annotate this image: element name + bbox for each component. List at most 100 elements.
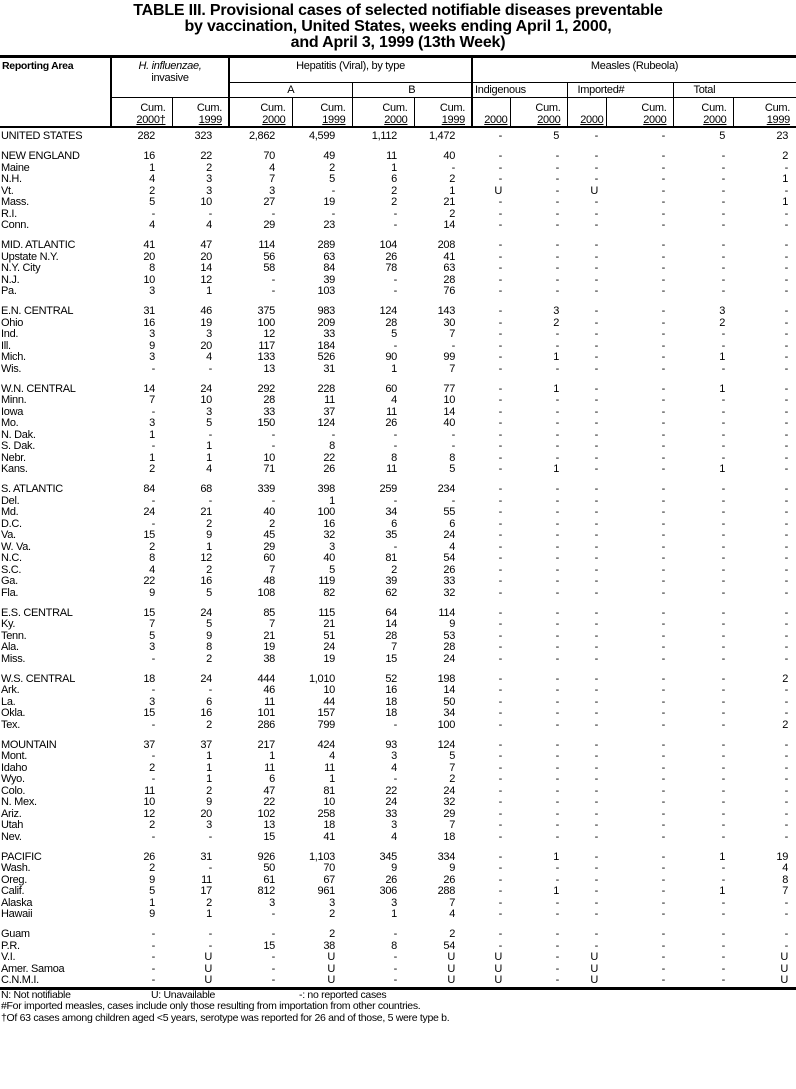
value-cell: - bbox=[721, 239, 726, 251]
value-cell: - bbox=[498, 761, 503, 774]
value-cell: 5 bbox=[149, 885, 155, 897]
value-cell: - bbox=[498, 339, 503, 352]
value-cell: 11 bbox=[144, 784, 155, 797]
value-cell: 323 bbox=[194, 130, 213, 142]
value-cell: - bbox=[208, 830, 213, 843]
value-cell: 21 bbox=[263, 629, 275, 642]
value-cell: 3 bbox=[719, 305, 726, 317]
table-row: Ill. 9 20 117 184 - - - - - - - - bbox=[0, 339, 796, 353]
value-cell: - bbox=[784, 939, 789, 952]
col-total-cum-1999: Cum. 1999 bbox=[732, 97, 796, 127]
value-cell: - bbox=[661, 196, 666, 208]
value-cell: 282 bbox=[137, 130, 156, 142]
reporting-area-cell: MOUNTAIN bbox=[1, 738, 57, 751]
value-cell: 9 bbox=[149, 339, 155, 352]
value-cell: - bbox=[555, 586, 560, 599]
value-cell: 7 bbox=[269, 618, 275, 630]
table-title: TABLE III. Provisional cases of selected… bbox=[0, 0, 796, 55]
value-cell: - bbox=[498, 351, 503, 363]
value-cell: - bbox=[498, 552, 503, 564]
value-cell: - bbox=[555, 606, 560, 619]
value-cell: 70 bbox=[323, 862, 335, 874]
value-cell: - bbox=[661, 606, 666, 619]
value-cell: - bbox=[661, 695, 666, 708]
reporting-area-cell: Miss. bbox=[1, 652, 26, 665]
value-cell: - bbox=[661, 405, 666, 418]
reporting-area-cell: Calif. bbox=[1, 885, 25, 897]
value-cell: - bbox=[784, 362, 789, 375]
value-cell: - bbox=[594, 451, 599, 464]
value-cell: U bbox=[780, 962, 789, 975]
value-cell: 926 bbox=[257, 850, 276, 863]
value-cell: - bbox=[498, 750, 503, 762]
value-cell: - bbox=[498, 239, 503, 251]
value-cell: - bbox=[661, 563, 666, 576]
value-cell: 18 bbox=[443, 830, 456, 843]
value-cell: - bbox=[498, 494, 503, 507]
reporting-area-cell: N.J. bbox=[1, 273, 20, 286]
value-cell: - bbox=[594, 262, 599, 274]
value-cell: 2 bbox=[329, 908, 335, 920]
value-cell: 52 bbox=[385, 672, 397, 685]
value-cell: 1 bbox=[719, 885, 726, 897]
value-cell: 1 bbox=[269, 750, 275, 762]
value-cell: - bbox=[661, 873, 666, 886]
table-row: Hawaii 9 1 - 2 1 4 - - - - - - bbox=[0, 908, 796, 921]
value-cell: 2 bbox=[782, 718, 789, 731]
value-cell: - bbox=[393, 428, 398, 441]
value-cell: - bbox=[721, 718, 726, 731]
value-cell: - bbox=[151, 362, 156, 375]
table-row: C.N.M.I. - U - U - U U - U - - U bbox=[0, 974, 796, 988]
value-cell: 31 bbox=[323, 362, 335, 375]
value-cell: - bbox=[555, 173, 560, 185]
value-cell: 33 bbox=[263, 405, 275, 418]
value-cell: 1 bbox=[149, 451, 155, 464]
value-cell: - bbox=[151, 939, 156, 952]
value-cell: 10 bbox=[323, 796, 335, 808]
value-cell: - bbox=[393, 339, 398, 352]
value-cell: - bbox=[393, 219, 398, 231]
value-cell: - bbox=[661, 394, 666, 406]
value-cell: 6 bbox=[391, 517, 397, 530]
value-cell: 3 bbox=[206, 328, 212, 340]
value-cell: 9 bbox=[149, 873, 155, 886]
value-cell: - bbox=[784, 417, 789, 429]
value-cell: - bbox=[498, 540, 503, 553]
reporting-area-cell: Oreg. bbox=[1, 873, 28, 886]
value-cell: 37 bbox=[200, 738, 212, 751]
value-cell: 5 bbox=[719, 130, 726, 142]
value-cell: 3 bbox=[149, 695, 155, 708]
value-cell: - bbox=[721, 150, 726, 162]
value-cell: 20 bbox=[200, 250, 212, 263]
col-hepb-1999: Cum. 1999 bbox=[413, 97, 473, 127]
reporting-area-cell: Ky. bbox=[1, 618, 16, 630]
value-cell: 2 bbox=[553, 316, 560, 329]
table-row: Ohio 16 19 100 209 28 30 - 2 - - 2 - bbox=[0, 316, 796, 330]
value-cell: 1 bbox=[206, 440, 212, 452]
value-cell: - bbox=[594, 862, 599, 874]
value-cell: 4 bbox=[269, 161, 275, 174]
value-cell: - bbox=[498, 796, 503, 808]
value-cell: - bbox=[784, 830, 789, 843]
value-cell: - bbox=[784, 807, 789, 820]
reporting-area-cell: P.R. bbox=[1, 939, 20, 952]
value-cell: 9 bbox=[391, 862, 397, 874]
value-cell: - bbox=[661, 962, 666, 975]
value-cell: 7 bbox=[449, 761, 456, 774]
value-cell: 47 bbox=[263, 784, 275, 797]
value-cell: U bbox=[327, 962, 335, 975]
value-cell: - bbox=[721, 273, 726, 286]
value-cell: 32 bbox=[323, 529, 335, 541]
value-cell: 4 bbox=[391, 830, 397, 843]
reporting-area-cell: S. Dak. bbox=[1, 440, 35, 452]
value-cell: 55 bbox=[443, 506, 456, 518]
value-cell: 24 bbox=[200, 606, 212, 619]
value-cell: - bbox=[393, 494, 398, 507]
value-cell: - bbox=[555, 672, 560, 685]
value-cell: 1 bbox=[782, 196, 789, 208]
value-cell: - bbox=[784, 506, 789, 518]
value-cell: - bbox=[661, 417, 666, 429]
value-cell: - bbox=[555, 928, 560, 940]
value-cell: 101 bbox=[257, 707, 276, 719]
reporting-area-cell: E.S. CENTRAL bbox=[1, 606, 73, 619]
